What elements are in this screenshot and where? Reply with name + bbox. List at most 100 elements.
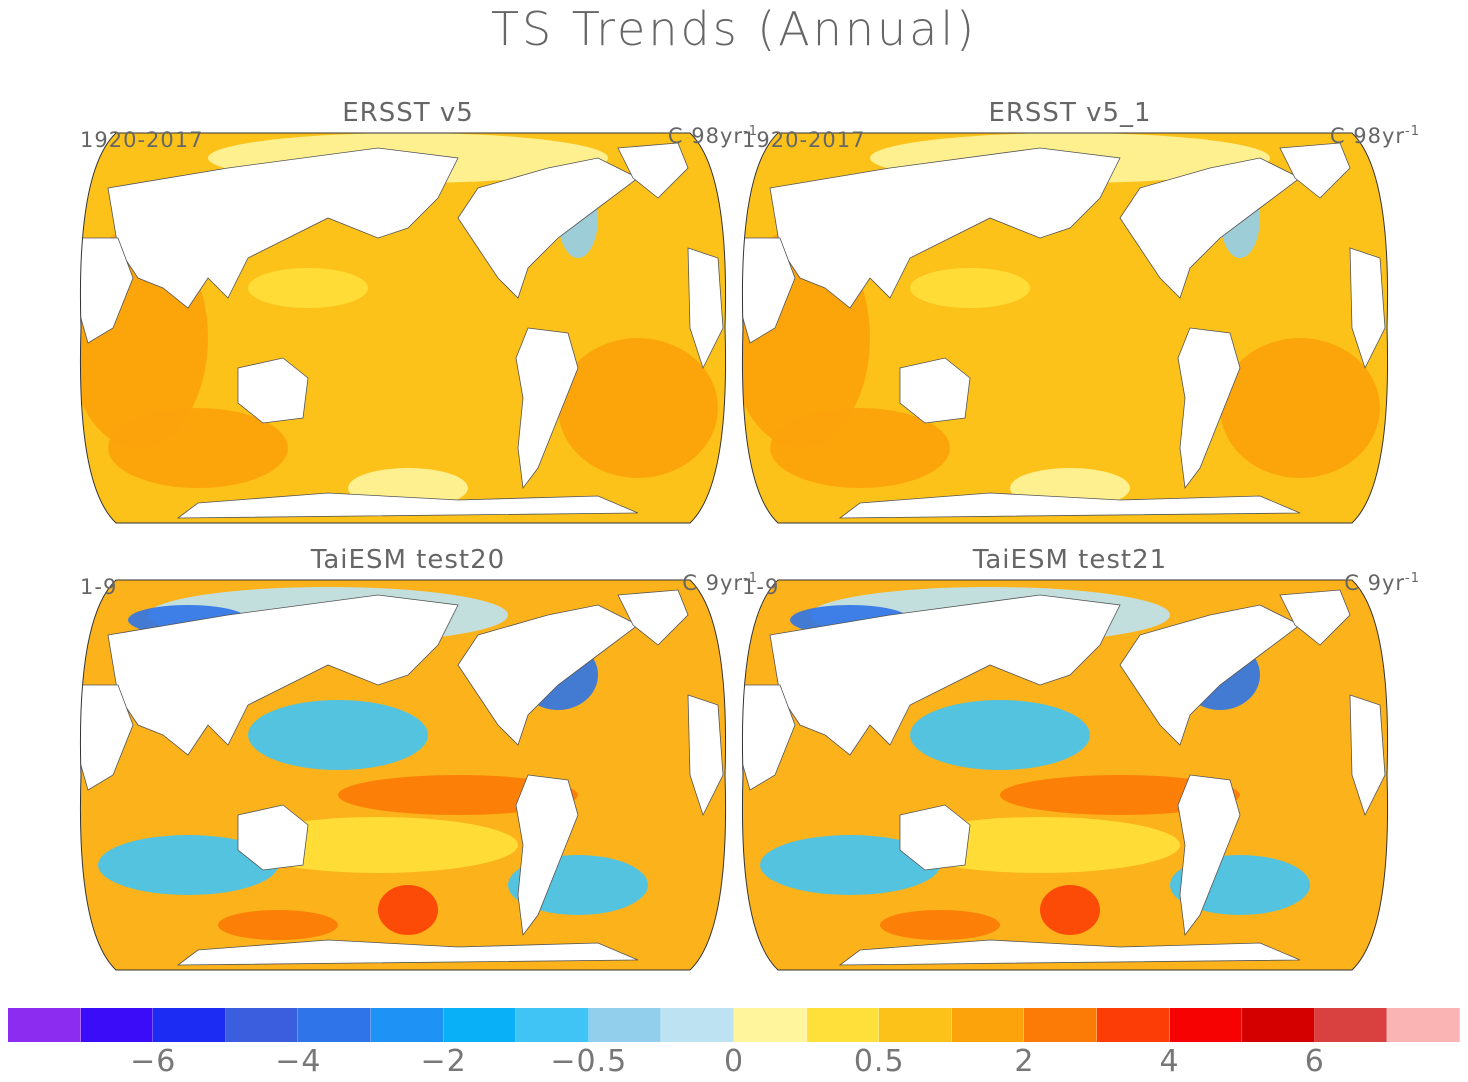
figure-title: TS Trends (Annual) xyxy=(490,2,978,56)
colorbar-cell xyxy=(225,1008,299,1042)
colorbar-cell xyxy=(370,1008,444,1042)
panel-period: 1-9 xyxy=(742,575,780,599)
map-panel-ersst-v5-1: ERSST v5_1 1920-2017 C 98yr-1 xyxy=(740,98,1440,528)
trend-anomaly xyxy=(558,338,718,478)
land-mass xyxy=(1279,589,1351,646)
land-mass xyxy=(457,604,639,746)
panel-period: 1920-2017 xyxy=(742,128,866,152)
land-mass xyxy=(769,147,1121,309)
world-map xyxy=(79,132,727,524)
land-mass xyxy=(742,684,796,791)
trend-anomaly xyxy=(880,910,1000,940)
colorbar-cell xyxy=(8,1008,81,1042)
trend-anomaly xyxy=(248,700,428,770)
colorbar-cell xyxy=(1387,1008,1460,1042)
map-frame xyxy=(79,579,727,971)
trend-anomaly xyxy=(1040,885,1100,935)
panel-units: C 9yr-1 xyxy=(1344,571,1420,595)
land-mass xyxy=(899,357,971,424)
colorbar-tick-label: −0.5 xyxy=(550,1044,628,1079)
land-mass xyxy=(515,327,579,490)
land-mass xyxy=(1349,694,1386,817)
colorbar-cell xyxy=(588,1008,662,1042)
land-mass xyxy=(617,589,689,646)
trend-anomaly xyxy=(910,268,1030,308)
land-mass xyxy=(742,237,796,344)
land-mass xyxy=(107,594,459,756)
trend-anomaly xyxy=(238,817,518,873)
land-mass xyxy=(1177,774,1241,937)
colorbar-cell xyxy=(443,1008,517,1042)
trend-anomaly xyxy=(108,408,288,488)
trend-anomaly xyxy=(1220,338,1380,478)
map-frame xyxy=(741,132,1389,524)
land-mass xyxy=(457,157,639,299)
land-mass xyxy=(838,939,1301,966)
panel-title: TaiESM test20 xyxy=(310,545,506,575)
trend-anomaly xyxy=(98,835,278,895)
land-mass xyxy=(899,804,971,871)
land-mass xyxy=(80,237,134,344)
trend-anomaly xyxy=(378,885,438,935)
world-map xyxy=(741,579,1389,971)
land-mass xyxy=(237,357,309,424)
world-map xyxy=(741,132,1389,524)
colorbar-cell xyxy=(1024,1008,1097,1042)
colorbar-cell xyxy=(806,1008,880,1042)
land-mass xyxy=(1349,247,1386,370)
land-mass xyxy=(107,147,459,309)
trend-anomaly xyxy=(770,408,950,488)
map-panel-taiesm-test20: TaiESM test20 1-9 C 9yr-1 xyxy=(78,545,778,975)
colorbar-cell xyxy=(516,1008,589,1042)
colorbar-tick-label: 2 xyxy=(1014,1044,1035,1079)
land-mass xyxy=(1177,327,1241,490)
colorbar-labels: −6 −4 −2 −0.5 0 0.5 2 4 6 xyxy=(8,1044,1460,1080)
colorbar-cell xyxy=(1242,1008,1315,1042)
panel-title: TaiESM test21 xyxy=(972,545,1168,575)
land-mass xyxy=(1119,604,1301,746)
land-mass xyxy=(687,694,724,817)
colorbar-cell xyxy=(661,1008,734,1042)
land-mass xyxy=(769,594,1121,756)
colorbar-cell xyxy=(1169,1008,1243,1042)
map-panel-taiesm-test21: TaiESM test21 1-9 C 9yr-1 xyxy=(740,545,1440,975)
colorbar-cell xyxy=(298,1008,371,1042)
colorbar-tick-label: −2 xyxy=(420,1044,467,1079)
trend-anomaly xyxy=(900,817,1180,873)
land-mass xyxy=(80,684,134,791)
map-frame xyxy=(741,579,1389,971)
colorbar-cell xyxy=(1096,1008,1170,1042)
land-mass xyxy=(1279,142,1351,199)
land-mass xyxy=(838,492,1301,519)
colorbar-cell xyxy=(733,1008,807,1042)
trend-anomaly xyxy=(248,268,368,308)
land-mass xyxy=(617,142,689,199)
colorbar-cell xyxy=(153,1008,226,1042)
panel-period: 1-9 xyxy=(80,575,118,599)
land-mass xyxy=(176,492,639,519)
panel-units: C 9yr-1 xyxy=(682,571,758,595)
panel-units: C 98yr-1 xyxy=(667,124,758,148)
colorbar-tick-label: −4 xyxy=(275,1044,322,1079)
land-mass xyxy=(237,804,309,871)
trend-anomaly xyxy=(218,910,338,940)
map-frame xyxy=(79,132,727,524)
land-mass xyxy=(176,939,639,966)
colorbar-cell xyxy=(80,1008,154,1042)
colorbar-cell xyxy=(879,1008,952,1042)
colorbar-tick-label: −6 xyxy=(130,1044,177,1079)
trend-anomaly xyxy=(910,700,1090,770)
panel-title: ERSST v5 xyxy=(342,98,474,128)
land-mass xyxy=(515,774,579,937)
colorbar xyxy=(8,1008,1460,1042)
map-panel-ersst-v5: ERSST v5 1920-2017 C 98yr-1 xyxy=(78,98,778,528)
panel-period: 1920-2017 xyxy=(80,128,204,152)
panel-title: ERSST v5_1 xyxy=(988,98,1152,128)
colorbar-tick-label: 4 xyxy=(1159,1044,1180,1079)
colorbar-tick-label: 0 xyxy=(723,1044,745,1079)
colorbar-tick-label: 0.5 xyxy=(853,1044,905,1079)
world-map xyxy=(79,579,727,971)
land-mass xyxy=(687,247,724,370)
panel-units: C 98yr-1 xyxy=(1329,124,1420,148)
colorbar-tick-label: 6 xyxy=(1304,1044,1325,1079)
